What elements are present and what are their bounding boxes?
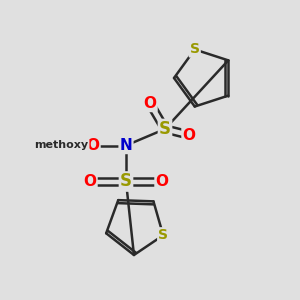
Text: O: O [143,96,157,111]
Text: N: N [120,138,132,153]
Text: O: O [83,174,97,189]
Text: O: O [86,138,100,153]
Text: S: S [159,120,171,138]
Text: O: O [155,174,169,189]
Text: S: S [120,172,132,190]
Text: methoxy: methoxy [34,140,88,151]
Text: S: S [190,43,200,56]
Text: O: O [182,128,196,142]
Text: S: S [158,228,168,242]
